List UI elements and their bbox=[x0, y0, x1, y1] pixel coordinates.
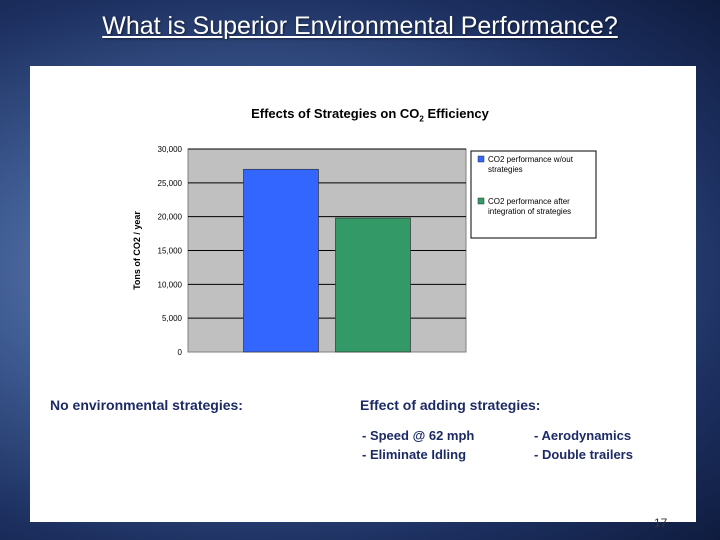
y-tick-label: 20,000 bbox=[158, 213, 183, 222]
strategy-item: - Aerodynamics bbox=[534, 428, 632, 443]
chart-panel: Effects of Strategies on CO2 Efficiency … bbox=[30, 66, 696, 522]
y-axis-label: Tons of CO2 / year bbox=[132, 211, 142, 290]
y-tick-label: 0 bbox=[178, 348, 183, 357]
chart-title-suffix: Efficiency bbox=[423, 106, 489, 121]
legend-entry: CO2 performance w/out bbox=[488, 155, 574, 164]
legend-swatch bbox=[477, 197, 485, 205]
legend-entry: strategies bbox=[488, 165, 523, 174]
strategy-item: - Eliminate Idling bbox=[362, 447, 467, 462]
strategy-item: - Speed @ 62 mph bbox=[362, 428, 475, 443]
bar bbox=[243, 168, 319, 353]
caption-no-strategies: No environmental strategies: bbox=[50, 397, 243, 413]
y-tick-label: 30,000 bbox=[158, 145, 183, 154]
chart-title-subscript: 2 bbox=[419, 114, 424, 124]
legend-box bbox=[470, 150, 597, 239]
chart-title-main: Effects of Strategies on CO bbox=[251, 106, 420, 121]
strategy-item: - Double trailers bbox=[534, 447, 633, 462]
page-number: 17 bbox=[654, 516, 668, 530]
y-tick-label: 5,000 bbox=[162, 314, 183, 323]
bar bbox=[335, 217, 411, 353]
caption-adding-strategies: Effect of adding strategies: bbox=[360, 397, 541, 413]
legend-swatch bbox=[477, 155, 485, 163]
legend-entry: CO2 performance after bbox=[488, 197, 570, 206]
bar-chart: 0 5,000 10,000 15,000 20,000 25,000 30,000 Tons… bbox=[132, 145, 597, 357]
chart-title: Effects of Strategies on CO2 Efficiency bbox=[160, 106, 580, 124]
legend-entry: integration of strategies bbox=[488, 207, 571, 216]
y-tick-label: 15,000 bbox=[158, 247, 183, 256]
slide-title: What is Superior Environmental Performan… bbox=[102, 12, 618, 40]
y-tick-label: 25,000 bbox=[158, 179, 183, 188]
y-tick-label: 10,000 bbox=[158, 280, 183, 289]
